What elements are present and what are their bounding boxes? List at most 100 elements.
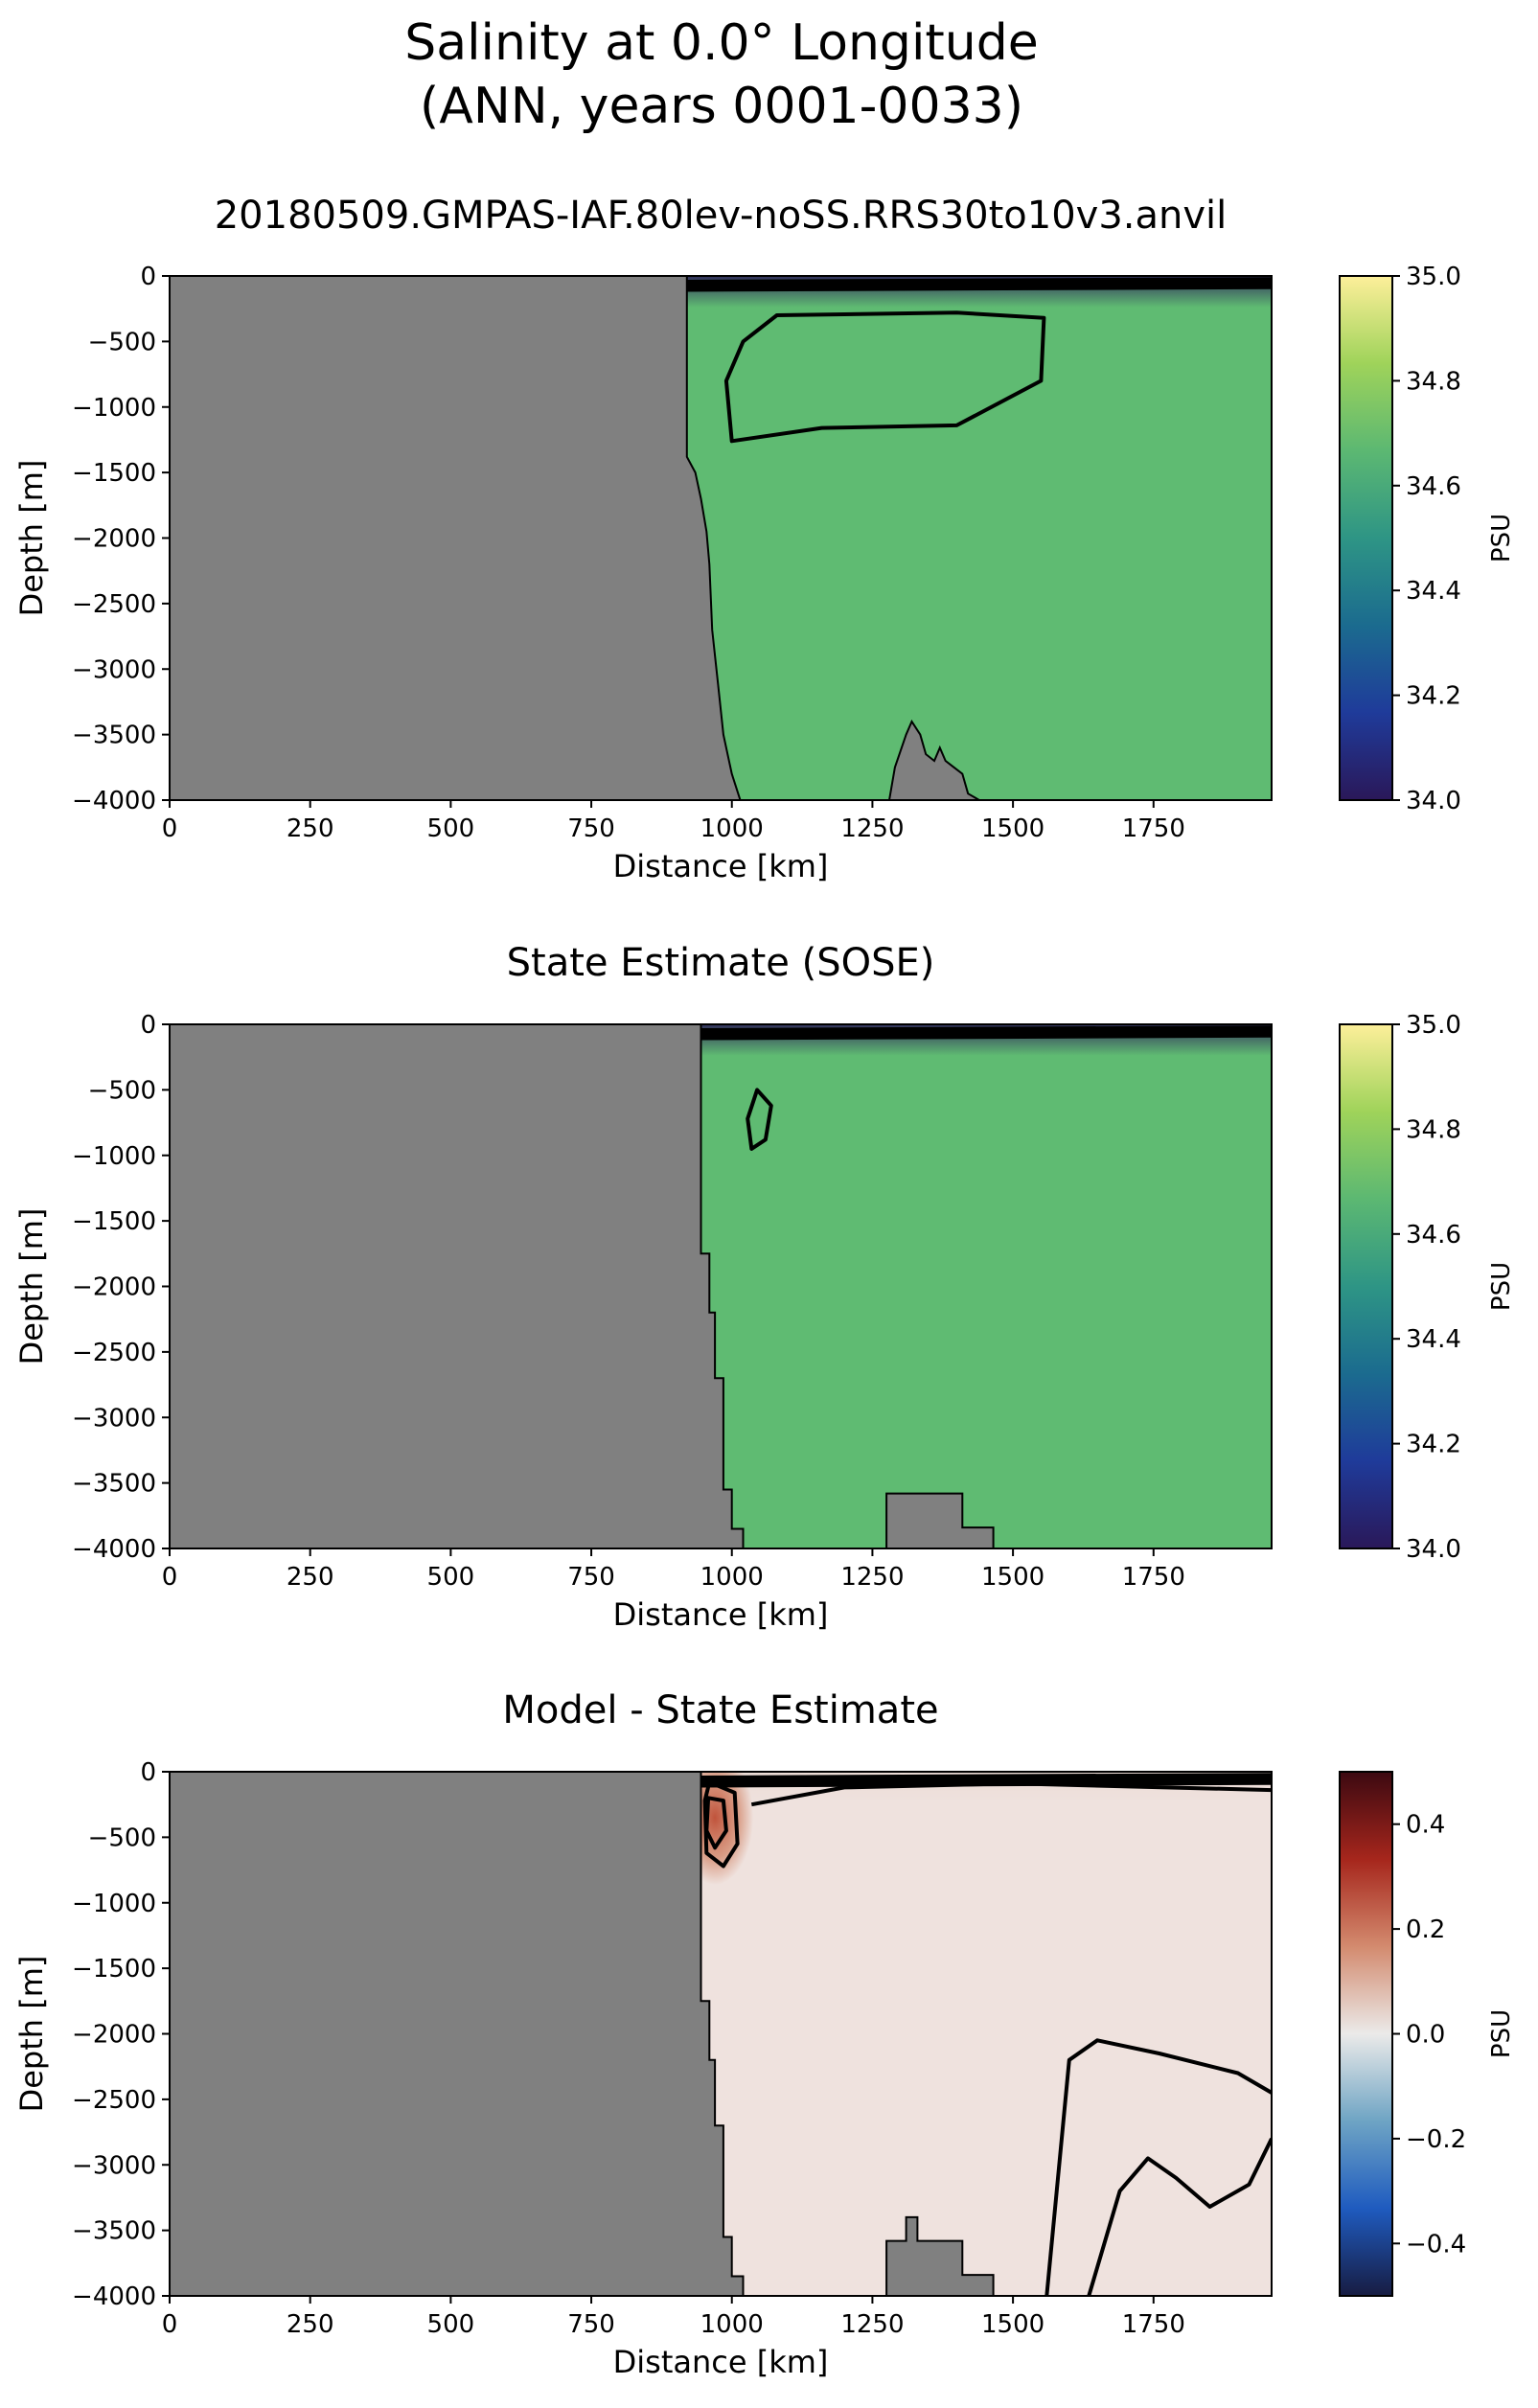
plot-area [170,1772,1272,2296]
x-tick-label: 1750 [1122,814,1185,843]
colorbar [1339,1023,1393,1549]
contour-line [723,310,1046,444]
colorbar-tick-label: 34.0 [1406,1535,1461,1564]
land-mask [170,1772,745,2296]
y-axis-label: Depth [m] [13,1208,50,1365]
figure-title-line2: (ANN, years 0001-0033) [420,78,1023,135]
colorbar-tick-label: 0.4 [1406,1811,1445,1840]
panel-title: State Estimate (SOSE) [507,941,935,985]
x-tick-label: 500 [427,814,475,843]
panel-title: 20180509.GMPAS-IAF.80lev-noSS.RRS30to10v… [215,194,1228,238]
x-tick-label: 1000 [700,1563,764,1592]
colorbar-tick-label: 34.4 [1406,577,1461,606]
colorbar-label: PSU [1487,2009,1516,2058]
plot-area [170,276,1272,800]
colorbar-tick-label: 35.0 [1406,263,1461,291]
surface-contour [700,1779,1272,1786]
y-tick-label: −2500 [72,590,156,619]
y-tick-label: −500 [88,328,156,356]
surface-contour [700,1034,1272,1041]
x-axis-label: Distance [km] [613,1596,829,1633]
x-tick-label: 1000 [700,2310,764,2339]
x-tick-label: 1000 [700,814,764,843]
y-tick-label: −500 [88,1823,156,1852]
x-tick-label: 750 [567,814,615,843]
x-tick-label: 0 [162,2310,178,2339]
seamount [885,1492,995,1548]
x-tick-label: 500 [427,2310,475,2339]
y-tick-label: −3500 [72,722,156,750]
surface-contour [686,286,1272,292]
y-tick-label: −2000 [72,2021,156,2050]
x-tick-label: 0 [162,1563,178,1592]
x-axis-label: Distance [km] [613,848,829,884]
y-tick-label: −3500 [72,1470,156,1499]
x-tick-label: 1500 [981,814,1044,843]
surface-contour [700,1031,1272,1037]
panels-group: 20180509.GMPAS-IAF.80lev-noSS.RRS30to10v… [13,194,1516,2380]
x-tick-label: 0 [162,814,178,843]
y-tick-label: −4000 [72,787,156,815]
y-tick-label: 0 [140,263,156,291]
seamount [885,2215,995,2296]
contour-line [704,1796,728,1850]
colorbar-tick-label: −0.2 [1406,2125,1466,2154]
y-tick-label: −4000 [72,1535,156,1564]
x-tick-label: 750 [567,2310,615,2339]
colorbar-tick-label: 34.2 [1406,1431,1461,1459]
colorbar-tick-label: −0.4 [1406,2230,1466,2259]
x-tick-label: 1250 [840,814,904,843]
x-tick-label: 500 [427,1563,475,1592]
colorbar-tick-label: 35.0 [1406,1011,1461,1040]
figure-title-line1: Salinity at 0.0° Longitude [404,14,1039,72]
colorbar-tick-label: 0.0 [1406,2021,1445,2050]
colorbar-tick-label: 34.2 [1406,682,1461,711]
y-tick-label: −1500 [72,1955,156,1984]
y-tick-label: −2500 [72,1339,156,1367]
x-tick-label: 1500 [981,1563,1044,1592]
y-tick-label: −3000 [72,2151,156,2180]
x-tick-label: 250 [287,814,334,843]
surface-contour [700,1781,1272,1788]
contour-line [746,1088,773,1151]
y-tick-label: −500 [88,1076,156,1105]
contour-line [702,1779,740,1869]
colorbar-tick-label: 34.6 [1406,472,1461,501]
y-tick-label: −2500 [72,2086,156,2115]
surface-contour [700,1775,1272,1780]
colorbar-tick-label: 34.8 [1406,367,1461,396]
surface-contour [700,1032,1272,1039]
x-tick-label: 1750 [1122,2310,1185,2339]
y-tick-label: −3000 [72,1404,156,1433]
surface-contour [686,283,1272,288]
y-tick-label: −1500 [72,1207,156,1236]
y-tick-label: −4000 [72,2282,156,2311]
surface-contour [686,279,1272,285]
surface-contour [700,1027,1272,1033]
y-tick-label: −3000 [72,655,156,684]
contour-line [1044,2038,1272,2296]
seamount [887,719,981,800]
y-tick-label: −1000 [72,1890,156,1918]
surface-contour [700,1773,1272,1778]
x-tick-label: 250 [287,2310,334,2339]
x-tick-label: 1250 [840,1563,904,1592]
y-tick-label: −3500 [72,2217,156,2246]
colorbar-label: PSU [1487,1262,1516,1311]
y-tick-label: −1500 [72,459,156,488]
colorbar [1339,275,1393,801]
y-tick-label: 0 [140,1758,156,1787]
land-mask [170,1024,745,1548]
surface-contour [686,281,1272,287]
y-axis-label: Depth [m] [13,460,50,617]
y-tick-label: 0 [140,1011,156,1040]
x-tick-label: 1500 [981,2310,1044,2339]
surface-contour [686,277,1272,283]
surface-contour [700,1777,1272,1782]
colorbar-label: PSU [1487,514,1516,562]
y-tick-label: −2000 [72,1273,156,1302]
x-tick-label: 750 [567,1563,615,1592]
x-axis-label: Distance [km] [613,2344,829,2380]
